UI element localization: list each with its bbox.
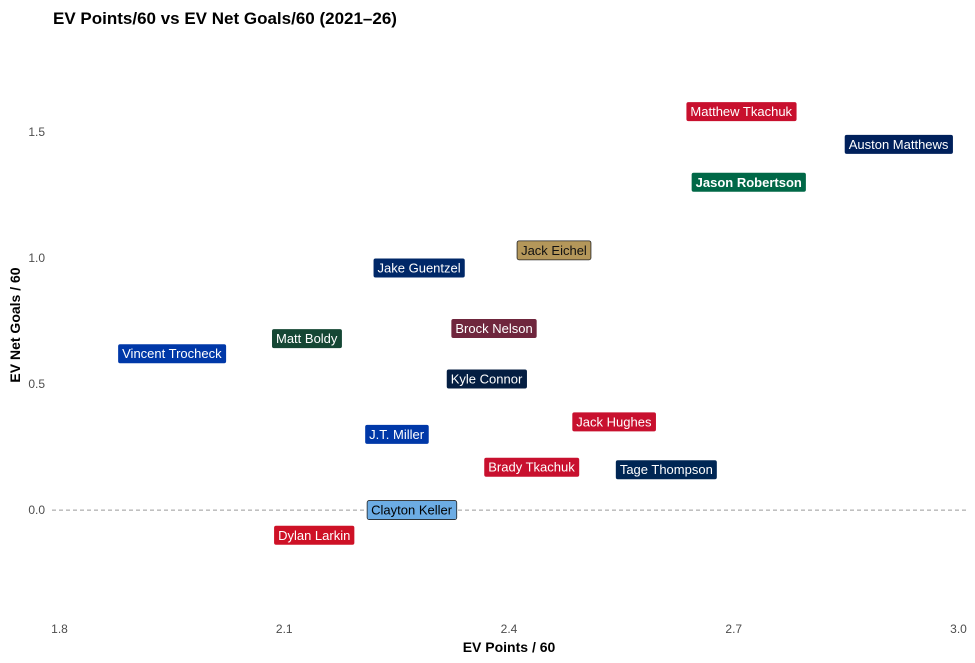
point-label-background <box>373 258 465 278</box>
point-label-background <box>272 329 342 349</box>
data-points: Matthew Tkachuk Auston Matthews Jason Robe… <box>118 102 953 545</box>
point-label-box: Dylan Larkin <box>274 525 355 545</box>
point-label-box: Kyle Connor <box>446 369 527 389</box>
point-label: Auston Matthews <box>849 137 949 152</box>
point-label: Brock Nelson <box>455 321 532 336</box>
point-label-background <box>118 344 227 364</box>
point-label: Vincent Trocheck <box>122 346 222 361</box>
point-label-background <box>844 134 953 154</box>
chart-title: EV Points/60 vs EV Net Goals/60 (2021–26… <box>53 9 397 28</box>
point-label: Jake Guentzel <box>378 261 461 276</box>
x-tick-label: 2.4 <box>501 622 518 636</box>
x-tick-label: 2.1 <box>276 622 293 636</box>
point-label-box: Auston Matthews <box>844 134 953 154</box>
point-label-background <box>615 460 717 480</box>
point-label: Brady Tkachuk <box>488 460 575 475</box>
point-label-box: Brock Nelson <box>451 319 537 339</box>
point-label-box: Clayton Keller <box>366 500 458 520</box>
y-tick-label: 1.0 <box>28 251 45 265</box>
x-tick-label: 3.0 <box>950 622 967 636</box>
point-label: Jack Eichel <box>521 243 587 258</box>
point-label: Dylan Larkin <box>278 528 350 543</box>
point-label-box: Jack Hughes <box>572 412 656 432</box>
point-label: Clayton Keller <box>371 503 453 518</box>
point-label-background <box>686 102 797 122</box>
y-tick-label: 0.0 <box>28 503 45 517</box>
point-label-background <box>484 457 580 477</box>
point-label-box: Tage Thompson <box>615 460 717 480</box>
point-label-box: Brady Tkachuk <box>484 457 580 477</box>
point-label: Matt Boldy <box>276 331 338 346</box>
point-label: J.T. Miller <box>369 427 425 442</box>
point-label-box: Jason Robertson <box>691 172 806 192</box>
point-label-box: Matthew Tkachuk <box>686 102 797 122</box>
point-label-background <box>516 240 592 261</box>
y-tick-label: 0.5 <box>28 377 45 391</box>
point-label-background <box>451 319 537 339</box>
point-label-background <box>366 500 458 520</box>
x-tick-label: 1.8 <box>51 622 68 636</box>
point-label-box: Vincent Trocheck <box>118 344 227 364</box>
x-tick-label: 2.7 <box>725 622 742 636</box>
point-label: Tage Thompson <box>620 462 713 477</box>
point-label-background <box>691 172 806 192</box>
point-label-box: J.T. Miller <box>365 424 429 444</box>
point-label-box: Jack Eichel <box>516 240 592 261</box>
point-label-background <box>274 525 355 545</box>
point-label: Jason Robertson <box>696 175 802 190</box>
point-label-background <box>365 424 429 444</box>
point-label: Matthew Tkachuk <box>690 104 792 119</box>
x-axis-title: EV Points / 60 <box>463 639 556 655</box>
point-label-box: Jake Guentzel <box>373 258 465 278</box>
point-label: Kyle Connor <box>451 371 523 386</box>
y-axis-ticks: 0.0 0.5 1.0 1.5 <box>28 125 45 517</box>
x-axis-ticks: 1.8 2.1 2.4 2.7 3.0 <box>51 622 967 636</box>
y-axis-title: EV Net Goals / 60 <box>7 267 23 382</box>
point-label-background <box>446 369 527 389</box>
y-tick-label: 1.5 <box>28 125 45 139</box>
point-label-background <box>572 412 656 432</box>
point-label-box: Matt Boldy <box>272 329 342 349</box>
point-label: Jack Hughes <box>576 414 652 429</box>
